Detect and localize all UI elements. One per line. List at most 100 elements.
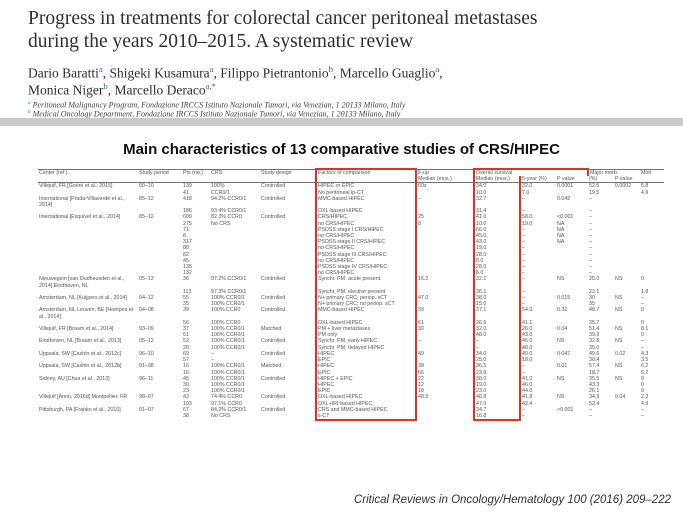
table-cell: Pittsburgh, PA [Franko et al., 2010] <box>39 406 121 413</box>
table-cell: 28.0 <box>473 251 521 258</box>
table-cell: 100% CCR0/1 <box>211 375 245 382</box>
table-cell: Controlled <box>261 295 286 302</box>
table-cell: – <box>589 257 592 264</box>
table-cell: 51.4 <box>589 326 600 333</box>
table-cell: 52.4 <box>589 400 600 407</box>
table-cell: 44.0 <box>522 388 533 395</box>
table-cell: – <box>522 412 525 419</box>
table-cell: Synchr. PM: elective present <box>315 288 417 296</box>
table-cell: 66.0 <box>473 226 521 234</box>
table-cell: HIPEC or EPIC <box>315 182 417 190</box>
table-cell: s-CT <box>315 412 417 422</box>
table-cell: – <box>522 295 525 302</box>
table-cell: OXL-based HIPEC <box>315 319 417 327</box>
table-cell: 46.0 <box>522 338 533 345</box>
table-row: Villejuif [Anon, 2016d] Montpellier, FR 9… <box>38 394 664 401</box>
table-cell: – <box>473 338 521 345</box>
header-cell: 5-year (%) <box>520 176 556 184</box>
author-name: Marcello Deraco <box>114 82 206 98</box>
table-cell: 55 <box>183 295 189 302</box>
table-cell: – <box>589 214 592 221</box>
table-cell: 05–12 <box>139 338 154 345</box>
table-cell: No peritoneal ip-CT <box>315 189 417 196</box>
table-cell: 48.7 <box>589 307 600 314</box>
table-row: 82 PSDSS stage III CRS/HIPEC 28.0– – <box>38 251 664 258</box>
table-cell: 16 <box>183 363 189 370</box>
table-cell: 36 <box>183 276 189 283</box>
table-cell: 275 <box>183 220 192 227</box>
table-cell: 97.3% CCR0/1 <box>211 288 247 295</box>
table-cell: Matched <box>261 326 282 333</box>
table-row: 8 no CRS/HIPEC 45.0– NA – <box>38 233 664 240</box>
table-cell: – <box>641 412 644 419</box>
table-cell: 0.04 <box>557 326 568 333</box>
table-row: 20 100% CCR0/1 Synchr. PM; delayed HIPEC –4… <box>38 344 664 351</box>
table-row: International [Esquivel et al., 2014] 85–… <box>38 214 664 221</box>
table-cell: 23 <box>183 388 189 395</box>
table-cell: 34.9 <box>589 394 600 401</box>
table-cell: 100% CCR0/1 <box>211 344 245 351</box>
table-row: 57 – EPIC 25.0 18.0 30.4 3.5 <box>38 357 664 364</box>
table-cell: PSDSS stage I CRS/HIPEC <box>315 226 417 234</box>
table-cell: 0.015 <box>557 295 571 302</box>
table-cell: Villejuif, FR [Braam et al., 2014] <box>39 326 114 333</box>
table-cell: 41.0 <box>522 375 533 382</box>
table-row: 80 no CRS/HIPEC 19.0– – <box>38 245 664 252</box>
header-cell: CRS <box>210 168 260 177</box>
table-cell: 34.0 <box>473 350 521 358</box>
header-cell <box>38 176 138 184</box>
table-cell: 100% CCR0 <box>211 319 241 326</box>
table-cell: 47.0 <box>418 295 429 302</box>
table-cell: – <box>522 301 525 308</box>
table-row: Nieuwegein [van Oudheusden et al., 2014]… <box>38 276 664 289</box>
table-cell: 23.9 <box>473 369 521 376</box>
table-cell: 4.9 <box>641 189 649 196</box>
header-cell <box>640 176 665 184</box>
table-cell: – <box>589 239 592 246</box>
table-cell: PSDSS stage II CRS/HIPEC <box>315 239 417 246</box>
table-cell: 85–12 <box>139 214 154 221</box>
table-cell: 0 <box>641 375 644 382</box>
table-cell: – <box>589 233 592 240</box>
author-separator: , <box>213 65 217 81</box>
table-cell: 96–10 <box>139 350 154 357</box>
table-cell: 100% CCR0/1 <box>211 363 245 370</box>
table-cell: 10.0 <box>473 220 521 227</box>
table-cell: 61 <box>418 319 424 326</box>
table-cell: 31.4 <box>473 208 521 215</box>
author-line: Monica Nigerb, Marcello Deracoa,* <box>28 81 216 99</box>
paper-title: during the years 2010–2015. A systematic… <box>28 31 414 52</box>
table-cell: – <box>522 195 525 202</box>
table-cell: 0.0002 <box>615 183 632 190</box>
paper-header: Progress in treatments for colorectal ca… <box>0 0 683 119</box>
table-cell: 0 <box>641 276 644 283</box>
table-cell: 19.0 <box>473 245 521 252</box>
table-row: 103 97.1% CCR0 OXL+IRI-based HIPEC 47.0 42.4… <box>38 400 664 407</box>
header-row: Median (mos.) Median (mos.) 5-year (%) P va… <box>38 176 665 184</box>
table-cell: 2.3 <box>641 394 649 401</box>
table-cell: 4.3 <box>641 350 649 357</box>
table-cell: – <box>641 406 644 413</box>
table-cell: 42.4 <box>522 400 533 407</box>
table-cell: 3.5 <box>641 357 649 364</box>
table-cell <box>138 413 182 420</box>
table-cell: 40.8 <box>473 394 521 401</box>
table-cell: Controlled <box>261 276 286 283</box>
author-affiliation-mark: a,* <box>205 81 217 91</box>
table-row: Uppsala, SW [Cashin et al., 2012b] 91–08 1… <box>38 363 664 370</box>
table-cell: no CRS/HIPEC <box>315 233 417 240</box>
table-cell: 30 <box>589 295 595 302</box>
table-cell: Controlled <box>261 214 286 221</box>
table-cell: Eindhoven, NL [Braam et al., 2013] <box>39 338 122 345</box>
table-cell: Nieuwegein [van Oudheusden et al., 2014]… <box>39 276 125 289</box>
table-cell: Controlled <box>261 195 286 202</box>
table-cell: CRS and MMC-based HIPEC <box>315 406 417 413</box>
header-cell: P value <box>556 176 588 184</box>
table-cell: 48.0 <box>522 344 533 351</box>
table-cell: – <box>522 226 525 233</box>
table-row: 132 no CRS/HIPEC 6.0– – <box>38 270 664 277</box>
table-cell: 0.047 <box>557 350 571 357</box>
header-cell: Study period <box>138 168 182 177</box>
table-cell: 0.04 <box>615 394 626 401</box>
table-cell: 8.1 <box>641 326 649 333</box>
